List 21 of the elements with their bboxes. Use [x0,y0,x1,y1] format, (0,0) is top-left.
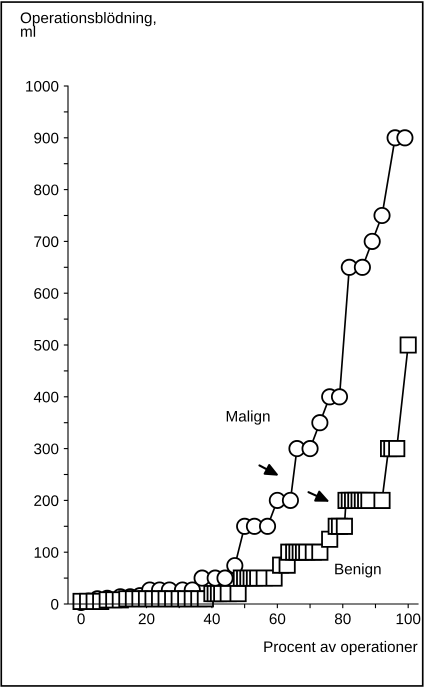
y-axis-title: Operationsblödning, ml [20,12,156,37]
series-label: Malign [226,410,270,425]
x-tick-label: 0 [77,613,85,624]
y-tick-label: 0 [51,598,58,610]
x-tick-label: 60 [270,613,286,624]
y-tick-label: 200 [34,495,58,506]
y-tick-label: 600 [34,288,58,299]
x-tick-label: 80 [334,613,351,624]
y-tick-label: 300 [34,443,58,454]
x-tick-label: 40 [204,613,220,624]
series-label: Benign [335,563,381,578]
x-axis-title: Procent av operationer [264,640,418,656]
y-tick-label: 400 [34,392,58,402]
y-tick-label: 900 [34,132,58,144]
x-tick-label: 20 [138,613,154,624]
y-tick-label: 700 [34,236,58,248]
y-tick-label: 100 [34,547,58,558]
x-tick-label: 100 [396,613,420,624]
y-tick-label: 1000 [26,80,58,92]
y-tick-label: 800 [34,184,58,196]
y-tick-label: 500 [34,340,58,351]
